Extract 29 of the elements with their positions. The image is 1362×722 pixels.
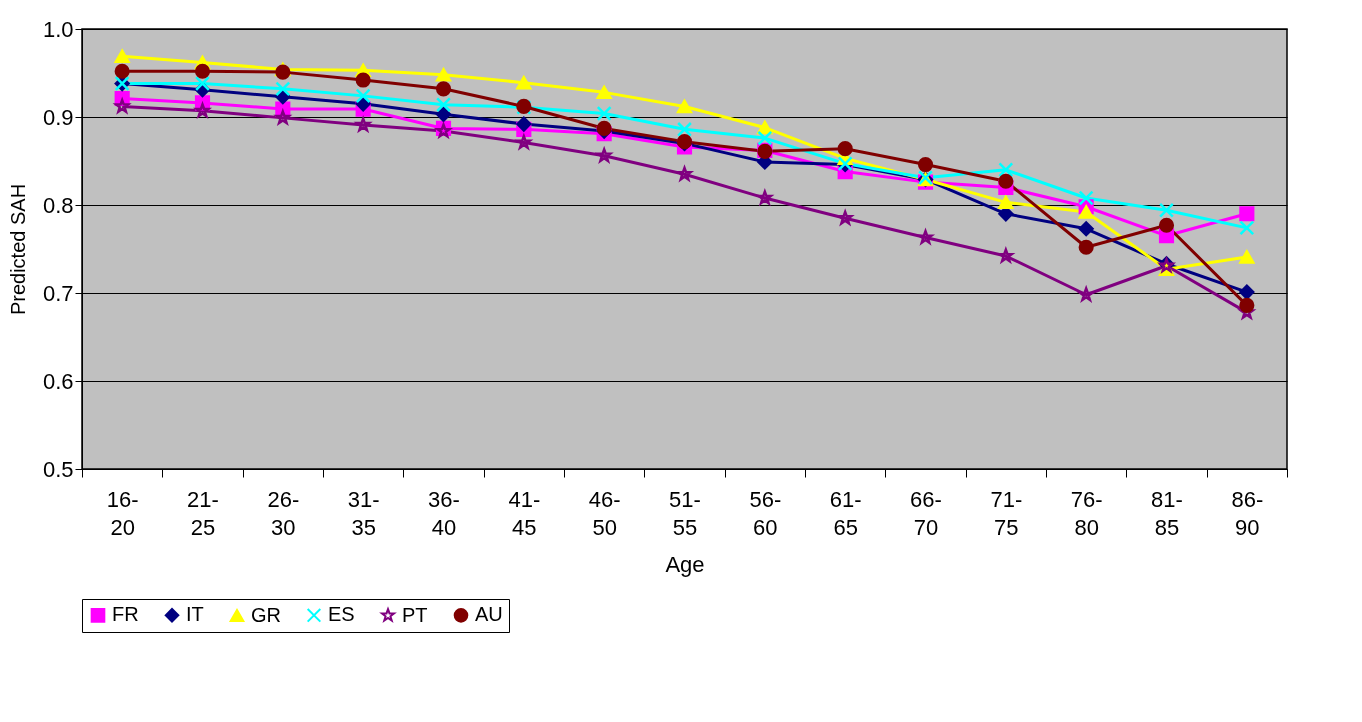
x-tick-label: 26-30 [267, 486, 300, 540]
x-tick-label: 56-60 [749, 486, 782, 540]
legend-label: GR [251, 603, 281, 626]
y-tick-label: 1.0 [42, 16, 74, 42]
x-tick-label: 46-50 [588, 486, 621, 540]
legend-label: IT [186, 603, 204, 626]
x-tick-label: 41-45 [508, 486, 541, 540]
x-tick-label: 31-35 [347, 486, 380, 540]
y-tick-label: 0.7 [42, 280, 74, 306]
x-tick-label: 36-40 [428, 486, 460, 540]
x-axis-title: Age [665, 551, 705, 577]
y-tick-label: 0.6 [42, 368, 74, 394]
x-tick-label: 66-70 [910, 486, 942, 540]
x-tick-label: 16-20 [106, 486, 139, 540]
x-tick-label: 71-75 [990, 486, 1023, 540]
x-tick-label: 61-65 [829, 486, 862, 540]
x-tick-label: 76-80 [1070, 486, 1103, 540]
x-tick-label: 81-85 [1151, 486, 1183, 540]
y-tick-label: 0.5 [42, 456, 74, 482]
x-tick-label: 21-25 [187, 486, 219, 540]
y-axis-title: Predicted SAH [6, 183, 29, 316]
legend-label: AU [475, 603, 503, 626]
y-tick-label: 0.9 [42, 104, 74, 130]
y-tick-label: 0.8 [42, 192, 74, 218]
x-tick-label: 51-55 [669, 486, 701, 540]
legend-label: ES [328, 603, 355, 626]
legend-label: FR [112, 603, 139, 626]
x-tick-label: 86-90 [1231, 486, 1264, 540]
legend-label: PT [402, 603, 428, 626]
